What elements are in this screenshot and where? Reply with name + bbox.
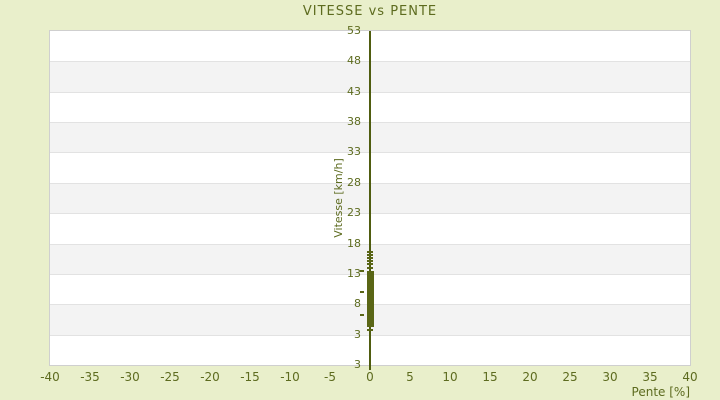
y-tick-label: 3 xyxy=(354,327,361,341)
y-axis-title: Vitesse [km/h] xyxy=(332,158,345,238)
y-tick-label: 33 xyxy=(347,145,361,159)
x-tick-label: -20 xyxy=(200,370,220,384)
y-tick-label: 8 xyxy=(354,297,361,311)
data-point xyxy=(367,263,373,266)
x-tick-label: 5 xyxy=(406,370,414,384)
x-tick-label: 20 xyxy=(522,370,538,384)
y-tick-label: 3 xyxy=(354,358,361,371)
x-tick-label: -30 xyxy=(120,370,140,384)
data-point xyxy=(367,260,373,263)
data-point xyxy=(367,257,373,260)
data-point xyxy=(367,329,373,332)
x-tick-label: -15 xyxy=(240,370,260,384)
x-tick-label: 0 xyxy=(366,370,374,384)
x-tick-label: 10 xyxy=(442,370,458,384)
y-tick-label: 23 xyxy=(347,206,361,220)
x-tick-label: -40 xyxy=(40,370,60,384)
y-tick-label: 18 xyxy=(347,236,361,250)
x-tick-label: 40 xyxy=(682,370,698,384)
x-tick-label: 35 xyxy=(642,370,658,384)
data-cluster-bar xyxy=(367,270,374,327)
x-tick-label: -10 xyxy=(280,370,300,384)
data-point xyxy=(360,269,364,272)
y-tick-label: 43 xyxy=(347,84,361,98)
x-tick-label: 30 xyxy=(602,370,618,384)
x-tick-label: 15 xyxy=(482,370,498,384)
y-tick-label: 13 xyxy=(347,266,361,280)
y-tick-label: 48 xyxy=(347,54,361,68)
chart-title: VITESSE vs PENTE xyxy=(302,4,438,19)
y-axis-line xyxy=(369,31,371,370)
x-tick-label: -5 xyxy=(324,370,336,384)
x-axis-title: Pente [%] xyxy=(631,385,690,399)
y-tick-label: 53 xyxy=(347,24,361,37)
data-point xyxy=(360,290,364,293)
x-tick-label: 25 xyxy=(562,370,578,384)
x-tick-label: -35 xyxy=(80,370,100,384)
data-point xyxy=(367,251,373,254)
plot-area: 53 48 43 38 33 28 23 18 13 8 3 3 xyxy=(49,24,691,371)
data-point xyxy=(360,313,364,316)
data-point xyxy=(367,254,373,257)
y-tick-label: 38 xyxy=(347,115,361,129)
data-point xyxy=(367,266,373,269)
x-tick-label: -25 xyxy=(160,370,180,384)
y-tick-label: 28 xyxy=(347,175,361,189)
